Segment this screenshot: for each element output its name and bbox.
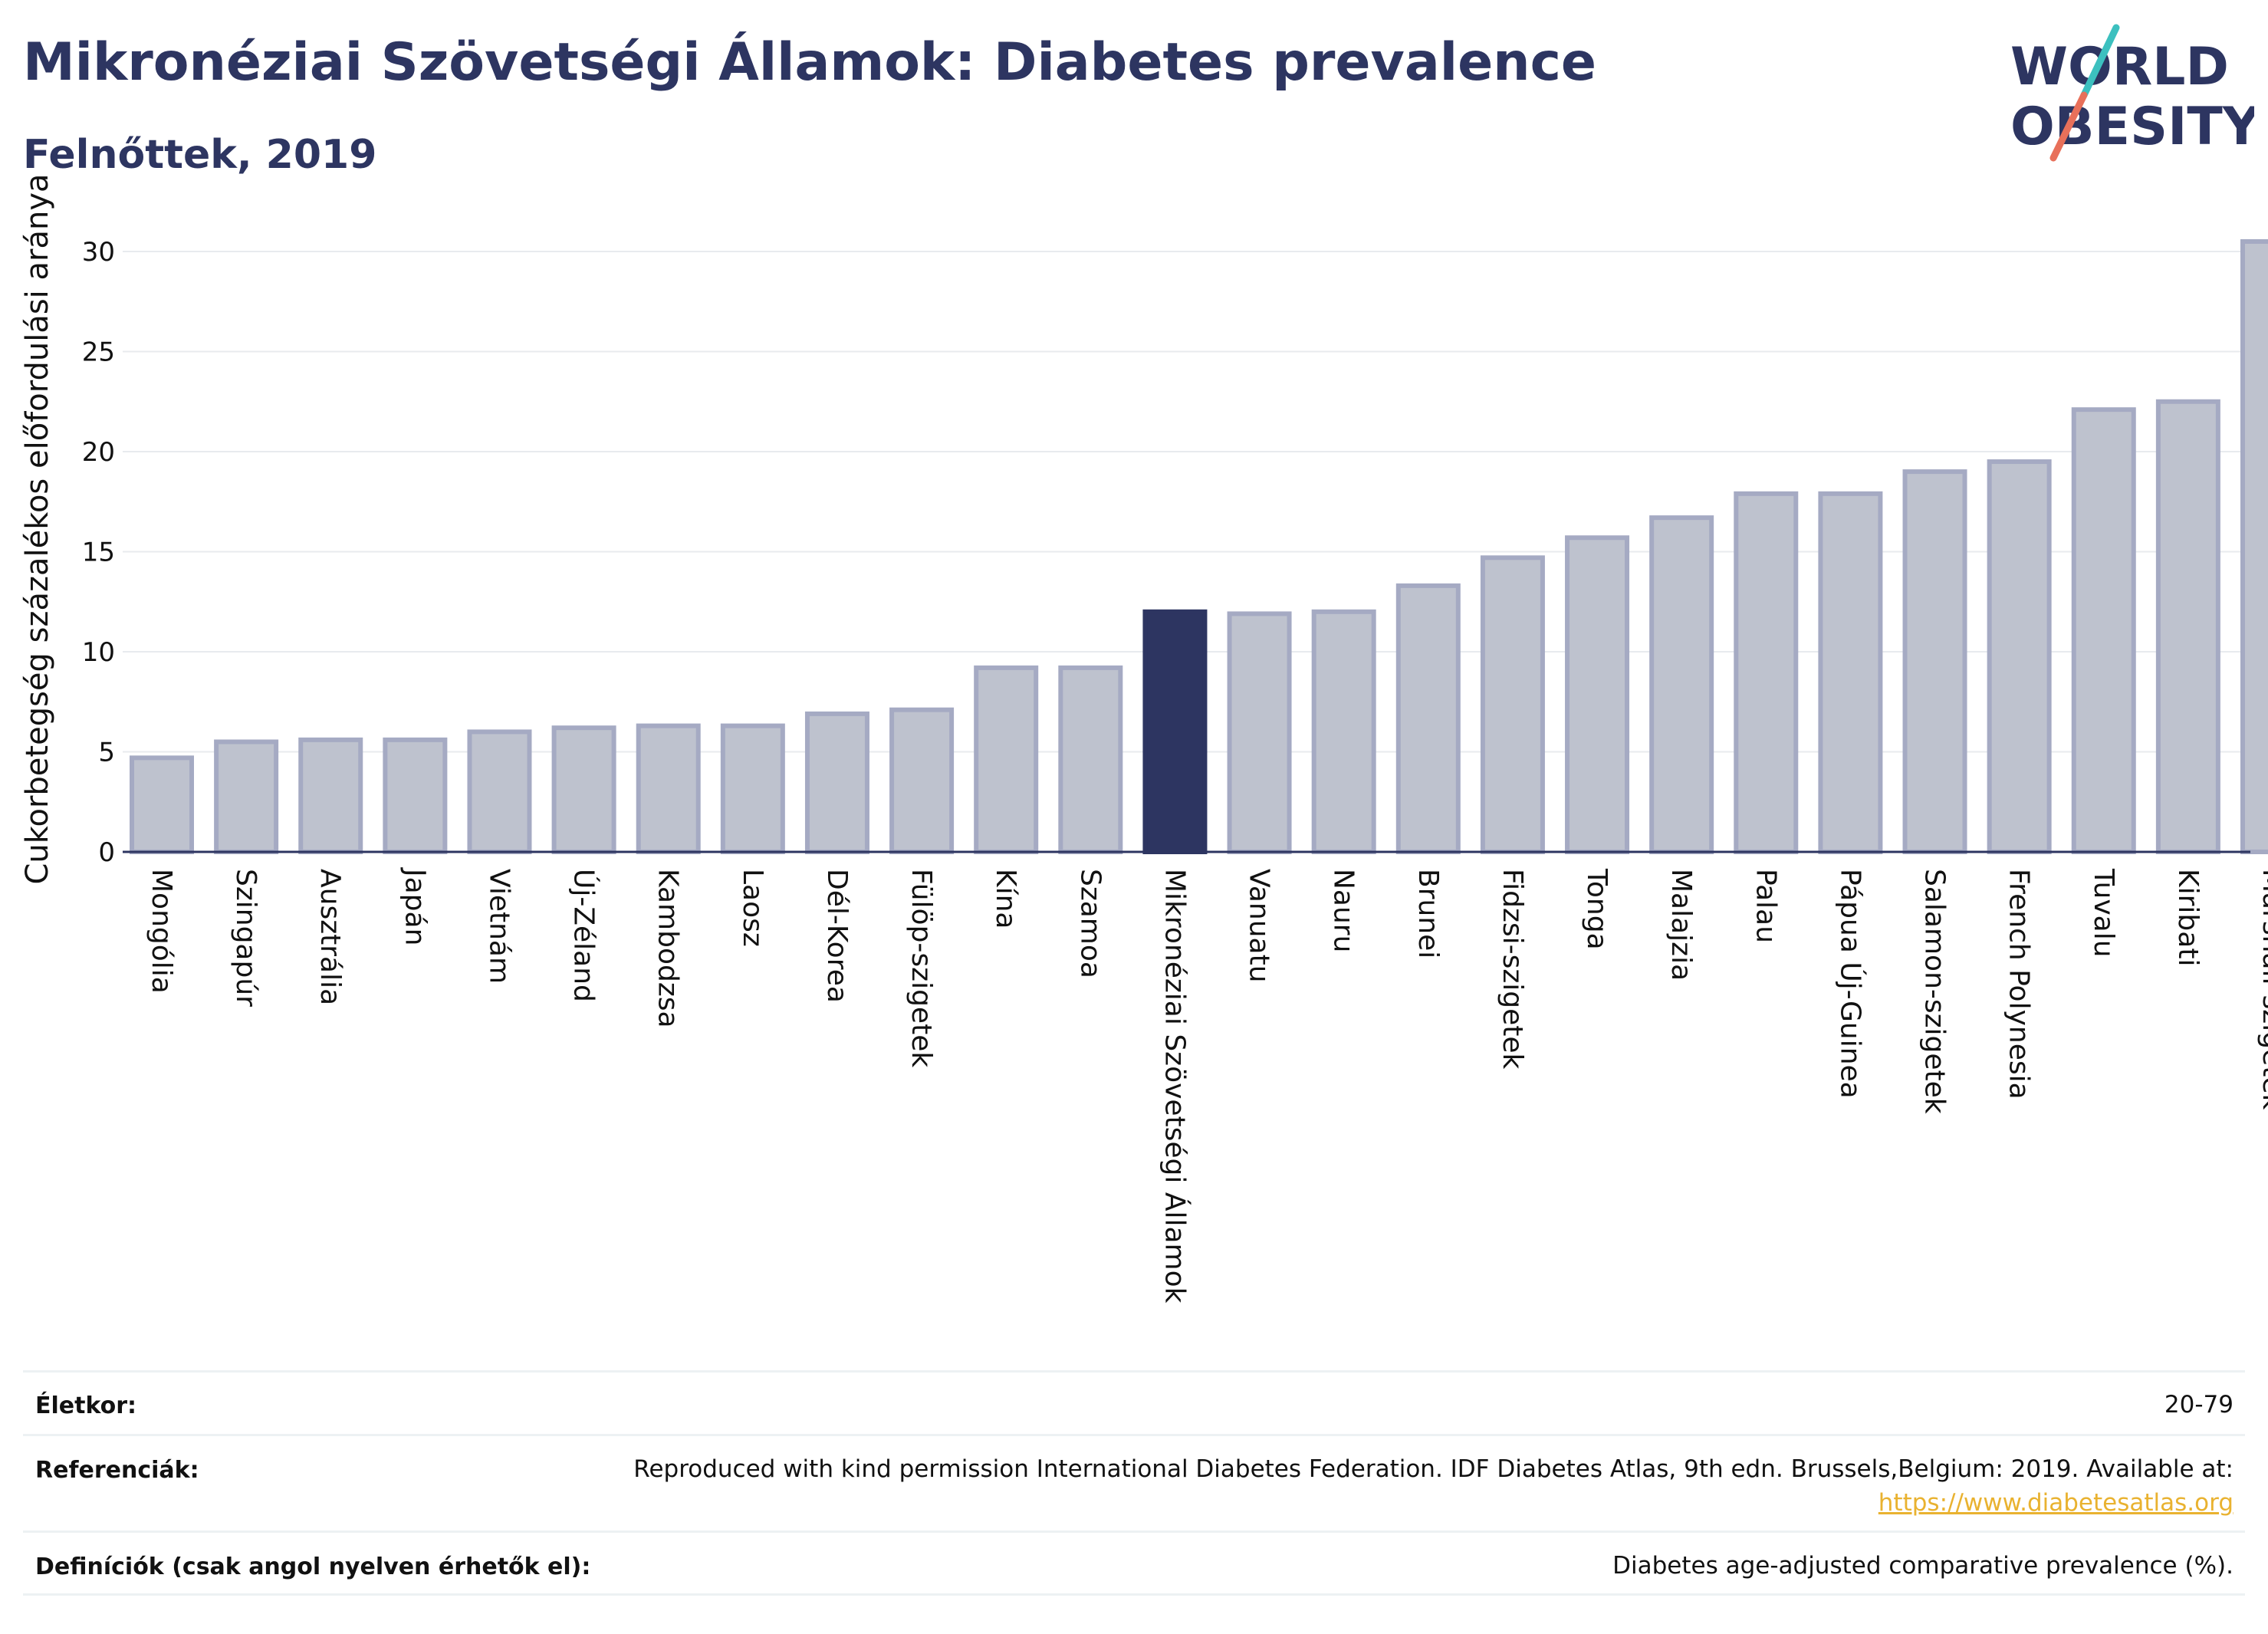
bar [1818,491,1883,854]
x-tick-label: Malajzia [1665,869,1697,981]
references-text: Reproduced with kind permission Internat… [633,1455,2233,1483]
definitions-label: Definíciók (csak angol nyelven érhetők e… [35,1553,591,1580]
x-tick-label: Pápua Új-Guinea [1834,869,1866,1099]
bar [1480,555,1545,855]
bar [1395,583,1461,854]
x-tick-label: Dél-Korea [821,869,853,1003]
bar [2240,238,2268,854]
age-label: Életkor: [35,1392,137,1419]
x-tick-label: Mikronéziai Szövetségi Államok [1159,869,1191,1304]
bar [1987,459,2052,854]
x-tick-label: Salamon-szigetek [1919,869,1951,1114]
bar [1902,469,1967,854]
x-tick-label: Laosz [737,869,768,947]
bar [1058,665,1123,854]
bar [889,707,955,854]
x-tick-label: Kambodzsa [652,869,684,1028]
world-obesity-logo: WORLD OBESITY [2010,24,2254,162]
x-tick-label: Mongólia [146,869,177,994]
bar [636,723,701,854]
x-tick-label: Kiribati [2172,869,2204,966]
bar [130,755,194,855]
x-tick-label: Szingapúr [230,869,261,1007]
logo-slash-coral [2049,91,2088,162]
y-tick-label: 30 [82,237,115,268]
references-label: Referenciák: [35,1457,199,1484]
y-tick-label: 0 [98,837,115,868]
y-tick-label: 15 [82,538,115,568]
x-tick-label: Brunei [1412,869,1444,958]
x-tick-label: Marshall-szigetek [2256,869,2268,1110]
x-tick-label: Ausztrália [314,869,346,1005]
bar [720,723,785,854]
bar [804,711,869,854]
x-tick-label: Japán [399,867,430,945]
footer-divider [23,1530,2245,1533]
bar [383,737,448,855]
bar [1649,515,1714,854]
x-tick-label: Nauru [1328,869,1359,952]
x-tick-label: Szamoa [1074,869,1106,978]
bar [214,739,279,855]
x-tick-label: Vanuatu [1244,869,1275,983]
x-tick-label: Tonga [1581,868,1612,950]
bar-highlight [1142,609,1208,854]
y-axis-label: Cukorbetegség százalékos előfordulási ar… [20,173,55,884]
chart-subtitle: Felnőttek, 2019 [23,132,377,178]
y-tick-label: 25 [82,337,115,368]
bar [1734,491,1799,854]
x-tick-label: Fülöp-szigetek [906,869,937,1067]
x-tick-label: French Polynesia [2003,869,2035,1100]
bar [2155,399,2220,854]
bar [1227,611,1292,854]
bar [467,729,532,855]
bar [298,737,363,855]
y-tick-label: 5 [98,738,115,768]
bar [974,665,1039,854]
bar [551,725,616,854]
bar [1565,535,1630,854]
footer-divider [23,1370,2245,1373]
x-tick-label: Tuvalu [2088,868,2119,958]
logo-word-obesity: OBESITY [2010,97,2254,157]
x-tick-label: Kína [990,869,1021,929]
x-tick-label: Palau [1750,869,1781,943]
definitions-value: Diabetes age-adjusted comparative preval… [1612,1552,2233,1580]
chart-title: Mikronéziai Szövetségi Államok: Diabetes… [23,32,1597,93]
x-tick-label: Vietnám [483,869,514,984]
y-tick-label: 20 [82,437,115,468]
y-tick-label: 10 [82,637,115,668]
bar [1311,609,1376,854]
x-tick-label: Új-Zéland [568,869,600,1002]
age-value: 20-79 [2164,1391,2233,1419]
references-link[interactable]: https://www.diabetesatlas.org [1878,1489,2233,1517]
bar [2071,407,2136,854]
logo-slash-teal [2080,24,2120,99]
bar-chart: 0 5 10 15 20 25 30 Cukorbetegség százalékos elő… [20,173,2268,1304]
footer-divider [23,1593,2245,1596]
x-tick-label: Fidzsi-szigetek [1497,869,1528,1070]
logo-word-world: WORLD [2010,37,2229,97]
footer-divider [23,1434,2245,1436]
